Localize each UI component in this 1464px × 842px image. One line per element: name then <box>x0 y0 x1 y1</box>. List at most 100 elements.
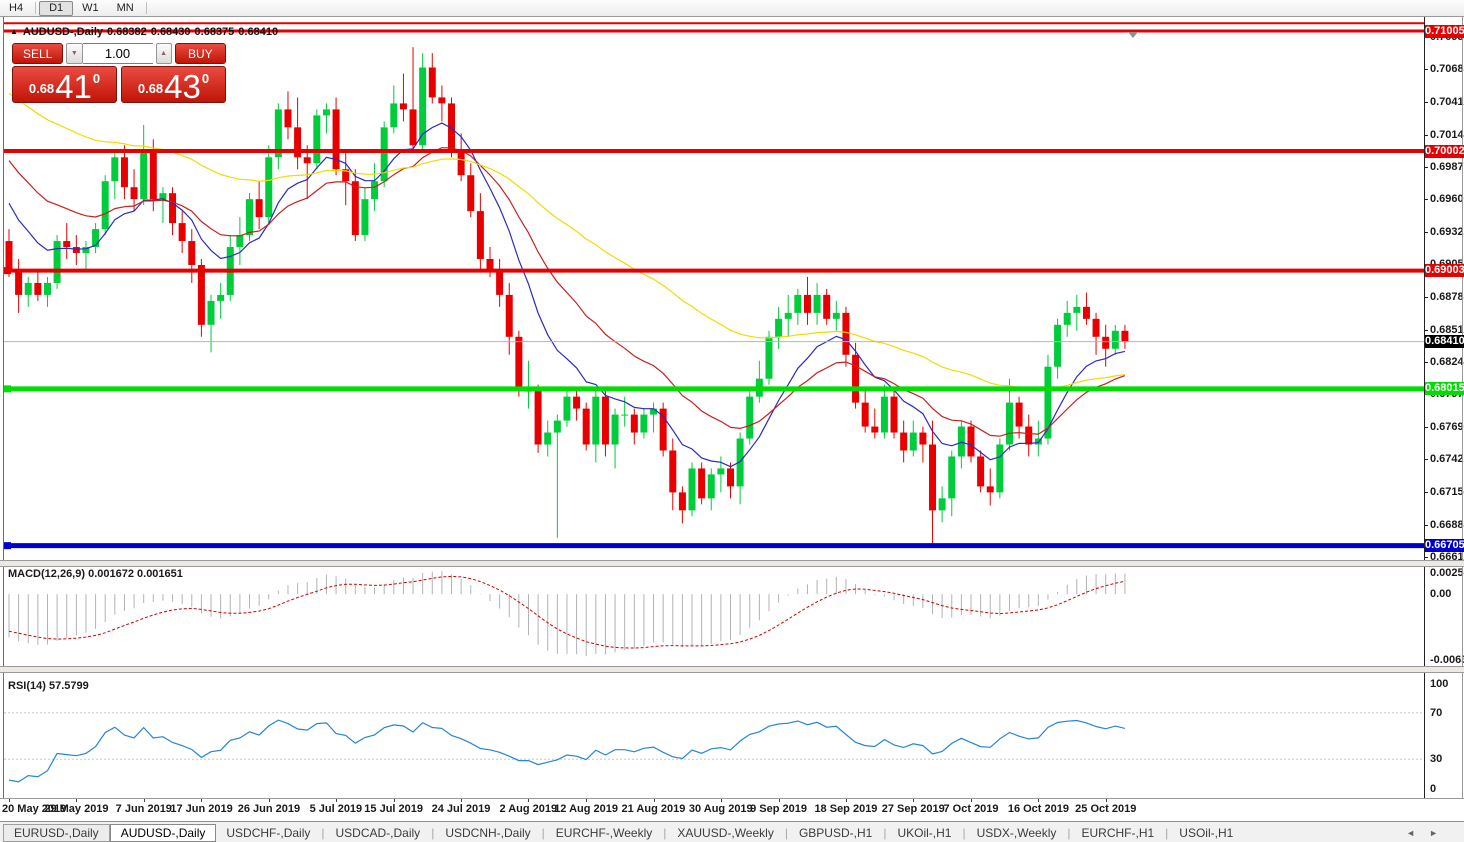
volume-input[interactable] <box>82 43 153 64</box>
candle-body <box>178 223 186 242</box>
candle-body <box>284 109 292 128</box>
candle-body <box>515 336 523 391</box>
candle-body <box>322 109 330 116</box>
date-axis-tick <box>845 799 847 802</box>
rsi-axis-70: 70 <box>1430 706 1443 719</box>
current-price-badge: 0.68410 <box>1425 335 1464 349</box>
window-right-border <box>1462 17 1463 798</box>
candle-body <box>1044 366 1052 439</box>
macd-splitter[interactable] <box>0 560 1464 567</box>
candle-body <box>938 498 946 511</box>
timeframe-button-w1[interactable]: W1 <box>82 2 99 14</box>
chart-tab-gbpusd-h1[interactable]: GBPUSD-,H1 <box>798 825 873 840</box>
buy-pipette: 0 <box>201 71 210 86</box>
candle-body <box>130 187 138 200</box>
candle-body <box>313 115 321 164</box>
chart-tab-eurchf-h1[interactable]: EURCHF-,H1 <box>1081 825 1155 840</box>
tab-separator: | <box>883 825 887 840</box>
candle-body <box>717 468 725 475</box>
date-axis-label: 21 Aug 2019 <box>621 803 686 815</box>
main-chart-canvas[interactable] <box>0 17 1464 820</box>
buy-price-button[interactable]: 0.68 43 0 <box>121 66 226 103</box>
candle-body <box>630 414 638 433</box>
rsi-splitter[interactable] <box>0 666 1464 673</box>
timeframe-button-mn[interactable]: MN <box>116 2 134 14</box>
date-axis-tick <box>336 799 338 802</box>
ohlc-open: 0.68382 <box>107 26 147 38</box>
window-left-border <box>3 17 4 798</box>
price-axis-tick <box>1424 296 1428 298</box>
candle-body <box>1025 426 1033 445</box>
candle-body <box>698 468 706 499</box>
chart-tab-usdx-weekly[interactable]: USDX-,Weekly <box>976 825 1057 840</box>
buy-button[interactable]: BUY <box>174 43 226 64</box>
date-axis-tick <box>461 799 463 802</box>
date-axis-label: 7 Oct 2019 <box>943 803 999 815</box>
candle-body <box>1102 336 1110 349</box>
tab-separator: | <box>321 825 325 840</box>
candle-body <box>332 109 340 170</box>
candle-body <box>601 396 609 445</box>
candle-body <box>977 456 985 487</box>
candle-body <box>553 420 561 433</box>
candle-body <box>1063 312 1071 325</box>
date-axis-tick <box>971 799 972 802</box>
candle-body <box>207 300 215 325</box>
chart-tab-ukoil-h1[interactable]: UKOil-,H1 <box>897 825 952 840</box>
candle-body <box>1015 402 1023 427</box>
chart-tab-eurchf-weekly[interactable]: EURCHF-,Weekly <box>555 825 653 840</box>
candle-body <box>880 396 888 433</box>
candle-body <box>82 247 90 254</box>
chart-tab-usoil-h1[interactable]: USOil-,H1 <box>1179 825 1234 840</box>
price-level-badge: 0.71005 <box>1425 24 1464 38</box>
chart-tab-eurusd-daily[interactable]: EURUSD-,Daily <box>3 823 110 842</box>
chart-window: ▲ AUDUSD-,Daily 0.68382 0.68430 0.68375 0.684… <box>0 17 1464 820</box>
candle-body <box>669 450 677 493</box>
date-axis-tick <box>9 799 10 802</box>
sell-big-figure: 0.68 <box>28 81 55 96</box>
buy-pips: 43 <box>164 67 201 105</box>
candle-body <box>611 414 619 445</box>
candle-body <box>351 181 359 236</box>
tab-scroll-arrows[interactable]: ◄► <box>1406 827 1452 838</box>
candle-body <box>794 294 802 313</box>
sell-price-button[interactable]: 0.68 41 0 <box>12 66 117 103</box>
tab-separator: | <box>784 825 788 840</box>
chart-tab-xauusd-weekly[interactable]: XAUUSD-,Weekly <box>677 825 774 840</box>
price-axis-label: 0.67425 <box>1430 453 1464 466</box>
candle-body <box>111 157 119 182</box>
level-handle[interactable] <box>1128 32 1138 39</box>
volume-increase-button[interactable]: ▲ <box>155 43 172 64</box>
level-handle[interactable] <box>4 542 11 550</box>
candle-body <box>727 468 734 487</box>
price-axis-tick <box>1424 361 1428 363</box>
chart-tab-usdcnh-daily[interactable]: USDCNH-,Daily <box>445 825 531 840</box>
tab-separator: | <box>1165 825 1169 840</box>
tab-separator: | <box>663 825 667 840</box>
date-axis-label: 17 Jun 2019 <box>170 803 233 815</box>
level-handle[interactable] <box>4 267 11 275</box>
candle-body <box>544 432 552 445</box>
level-handle[interactable] <box>4 385 11 393</box>
candle-body <box>650 408 658 415</box>
timeframe-button-d1[interactable]: D1 <box>39 0 74 16</box>
candle-body <box>159 193 167 200</box>
sell-button[interactable]: SELL <box>12 43 64 64</box>
date-axis-label: 9 Sep 2019 <box>750 803 807 815</box>
collapse-triangle-icon[interactable]: ▲ <box>10 27 18 36</box>
chart-tab-usdcad-daily[interactable]: USDCAD-,Daily <box>335 825 421 840</box>
candle-body <box>1073 306 1081 313</box>
chart-tab-audusd-daily[interactable]: AUDUSD-,Daily <box>109 823 217 842</box>
candle-body <box>303 157 311 164</box>
volume-decrease-button[interactable]: ▼ <box>66 43 83 64</box>
candle-body <box>871 426 879 433</box>
candle-body <box>53 241 61 283</box>
chart-tab-usdchf-daily[interactable]: USDCHF-,Daily <box>226 825 311 840</box>
timeframe-button-h4[interactable]: H4 <box>9 2 24 14</box>
date-axis-label: 27 Sep 2019 <box>881 803 945 815</box>
price-level-badge: 0.68015 <box>1425 382 1464 396</box>
date-axis-tick <box>913 799 915 802</box>
price-axis-tick <box>1424 101 1428 103</box>
